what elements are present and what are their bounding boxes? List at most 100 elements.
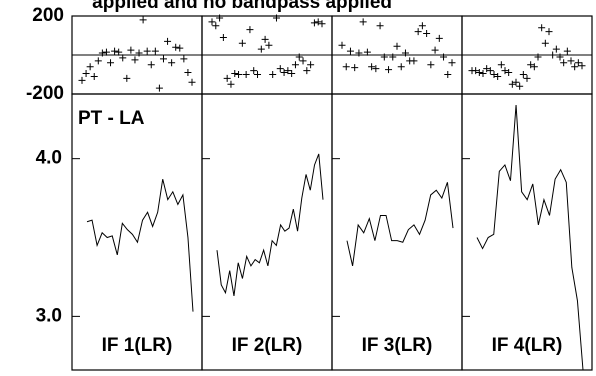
phase-point xyxy=(497,61,505,69)
phase-point xyxy=(505,69,513,77)
phase-point xyxy=(501,67,509,75)
phase-point xyxy=(490,71,498,78)
phase-point xyxy=(78,76,86,84)
phase-point xyxy=(578,62,586,70)
phase-point xyxy=(216,14,224,22)
phase-point xyxy=(574,59,582,67)
phase-point xyxy=(303,67,311,75)
phase-point xyxy=(242,71,250,78)
phase-point xyxy=(508,80,516,88)
phase-point xyxy=(318,20,326,28)
y-tick-label: 200 xyxy=(32,5,64,26)
phase-point xyxy=(440,53,448,61)
phase-point xyxy=(172,43,180,51)
phase-point xyxy=(486,67,494,75)
phase-point xyxy=(261,35,269,43)
phase-point xyxy=(523,74,531,82)
phase-point xyxy=(431,46,439,54)
phase-point xyxy=(475,69,483,77)
phase-point xyxy=(527,61,535,69)
phase-point xyxy=(342,63,350,71)
phase-point xyxy=(131,56,139,64)
phase-point xyxy=(288,70,296,78)
if-label: IF 4(LR) xyxy=(492,335,563,356)
phase-point xyxy=(219,33,227,41)
y-tick-label: -200 xyxy=(26,83,64,104)
phase-point xyxy=(472,67,480,75)
if-label: IF 3(LR) xyxy=(362,335,433,356)
phase-point xyxy=(448,59,456,67)
phase-point xyxy=(483,65,491,73)
phase-point xyxy=(479,70,487,78)
phase-point xyxy=(168,59,176,67)
phase-point xyxy=(385,66,393,74)
phase-point xyxy=(159,55,167,63)
phase-point xyxy=(135,49,143,57)
phase-point xyxy=(538,24,546,32)
phase-point xyxy=(519,71,527,78)
phase-point xyxy=(414,28,422,36)
phase-point xyxy=(276,65,284,73)
phase-point xyxy=(272,14,280,22)
amplitude-frame xyxy=(461,93,593,371)
phase-point xyxy=(410,57,418,65)
phase-point xyxy=(254,71,262,78)
phase-point xyxy=(250,67,258,75)
phase-point xyxy=(530,63,538,71)
y-tick-label: 3.0 xyxy=(36,305,62,326)
phase-point xyxy=(231,70,239,78)
phase-point xyxy=(299,57,307,65)
phase-point xyxy=(295,53,303,61)
phase-point xyxy=(418,22,426,30)
amplitude-line xyxy=(86,179,194,312)
phase-point xyxy=(246,26,254,34)
phase-point xyxy=(212,22,220,30)
phase-point xyxy=(363,48,371,56)
phase-point xyxy=(307,61,315,69)
phase-point xyxy=(338,41,346,49)
phase-point xyxy=(494,72,502,80)
phase-point xyxy=(571,63,579,71)
phase-point xyxy=(397,63,405,71)
phase-point xyxy=(257,45,265,53)
phase-point xyxy=(284,67,292,75)
phase-point xyxy=(227,80,235,88)
phase-point xyxy=(393,42,401,50)
phase-point xyxy=(82,70,90,78)
phase-point xyxy=(355,49,363,57)
amplitude-frame xyxy=(201,93,333,371)
phase-point xyxy=(556,53,564,61)
phase-point xyxy=(314,18,322,26)
phase-point xyxy=(389,53,397,61)
baseline-label: PT - LA xyxy=(78,108,145,129)
phase-point xyxy=(372,65,380,73)
phase-point xyxy=(280,69,288,77)
phase-point xyxy=(180,55,188,63)
phase-point xyxy=(563,47,571,55)
phase-point xyxy=(176,44,184,52)
phase-point xyxy=(151,47,159,55)
phase-point xyxy=(291,61,299,69)
phase-point xyxy=(188,78,196,86)
phase-point xyxy=(127,46,135,54)
phase-point xyxy=(541,39,549,47)
phase-point xyxy=(86,63,94,71)
amplitude-line xyxy=(346,182,454,267)
amplitude-frame xyxy=(71,93,203,371)
phase-point xyxy=(351,64,359,72)
phase-point xyxy=(143,47,151,55)
amplitude-frame xyxy=(331,93,463,371)
phase-point xyxy=(552,45,560,53)
phase-point xyxy=(139,16,147,24)
phase-point xyxy=(346,47,354,55)
phase-point xyxy=(376,22,384,30)
phase-point xyxy=(567,57,575,65)
phase-point xyxy=(235,71,243,78)
amplitude-line xyxy=(216,153,324,296)
phase-point xyxy=(119,54,127,62)
amplitude-line xyxy=(476,105,584,371)
if-label: IF 1(LR) xyxy=(102,335,173,356)
phase-point xyxy=(423,30,431,38)
phase-point xyxy=(401,49,409,57)
